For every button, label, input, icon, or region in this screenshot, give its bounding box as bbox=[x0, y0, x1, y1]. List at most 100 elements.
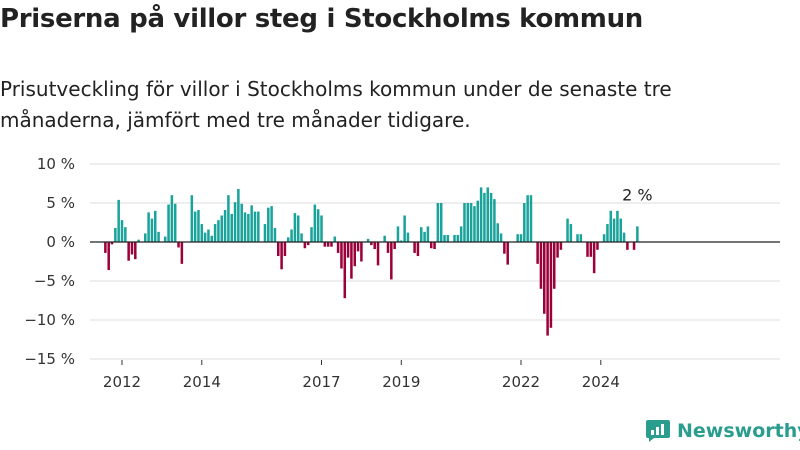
bar bbox=[197, 210, 200, 242]
bar bbox=[433, 242, 436, 250]
bar bbox=[456, 234, 460, 242]
bar bbox=[353, 242, 357, 267]
bar bbox=[616, 210, 619, 242]
bar bbox=[104, 242, 107, 253]
bar bbox=[253, 211, 257, 242]
x-tick-label: 2017 bbox=[302, 373, 340, 391]
bar bbox=[207, 229, 210, 242]
bar bbox=[429, 242, 433, 249]
bar bbox=[203, 232, 207, 242]
bar bbox=[217, 220, 220, 242]
bar bbox=[320, 215, 323, 242]
bar bbox=[310, 227, 313, 242]
bar bbox=[193, 211, 197, 242]
bar bbox=[163, 236, 167, 242]
bar bbox=[237, 188, 240, 242]
bar bbox=[263, 224, 267, 242]
bar bbox=[566, 218, 569, 242]
bar bbox=[343, 242, 347, 299]
bar bbox=[436, 203, 440, 242]
bar bbox=[496, 223, 499, 242]
bar bbox=[586, 242, 589, 257]
bar bbox=[316, 209, 320, 242]
bar bbox=[267, 207, 270, 242]
chart-subtitle: Prisutveckling för villor i Stockholms k… bbox=[0, 77, 672, 132]
bar bbox=[330, 242, 333, 247]
bar bbox=[383, 235, 386, 242]
x-tick-label: 2024 bbox=[582, 373, 620, 391]
bar bbox=[390, 242, 393, 280]
bar bbox=[373, 242, 376, 250]
y-tick-label: 5 % bbox=[46, 194, 75, 212]
bar bbox=[506, 242, 509, 265]
bar bbox=[114, 227, 117, 242]
bar bbox=[543, 242, 546, 314]
bar bbox=[406, 232, 410, 242]
bar bbox=[283, 242, 287, 257]
bar bbox=[556, 242, 559, 258]
x-tick-label: 2012 bbox=[103, 373, 141, 391]
bar bbox=[466, 203, 470, 242]
bar bbox=[370, 242, 373, 246]
bar bbox=[240, 203, 243, 242]
bar bbox=[360, 242, 363, 262]
bar bbox=[632, 242, 636, 250]
y-tick-label: −5 % bbox=[34, 272, 75, 290]
y-tick-label: 10 % bbox=[37, 155, 75, 173]
bar bbox=[130, 242, 134, 255]
x-tick-label: 2022 bbox=[502, 373, 540, 391]
bar bbox=[293, 213, 297, 242]
bar bbox=[303, 242, 307, 249]
bar bbox=[516, 234, 519, 242]
bar bbox=[120, 220, 124, 242]
y-axis-ticks: 10 % 5 % 0 % −5 % −10 % −15 % bbox=[24, 155, 75, 368]
bar bbox=[483, 192, 486, 242]
bar bbox=[529, 195, 533, 242]
bar bbox=[150, 218, 154, 242]
bar bbox=[286, 237, 290, 242]
y-tick-label: −10 % bbox=[24, 311, 75, 329]
bar bbox=[107, 242, 110, 271]
bar bbox=[386, 242, 390, 253]
bar bbox=[486, 187, 490, 242]
y-tick-label: 0 % bbox=[46, 233, 75, 251]
bar bbox=[257, 211, 260, 242]
bar bbox=[423, 231, 426, 242]
bar bbox=[393, 242, 396, 250]
bar bbox=[153, 210, 157, 242]
bar bbox=[346, 242, 350, 258]
bar bbox=[569, 224, 573, 242]
bar bbox=[173, 203, 177, 242]
bar bbox=[473, 206, 476, 242]
y-tick-label: −15 % bbox=[24, 350, 75, 368]
bar bbox=[366, 238, 370, 242]
bar bbox=[180, 242, 184, 264]
bar bbox=[523, 203, 526, 242]
annotations: 2 % bbox=[622, 185, 652, 204]
bar bbox=[250, 205, 253, 242]
bar bbox=[426, 226, 430, 242]
bar bbox=[476, 200, 480, 242]
x-tick-label: 2014 bbox=[183, 373, 221, 391]
bar bbox=[167, 204, 170, 242]
bar bbox=[137, 239, 140, 242]
bar bbox=[606, 224, 609, 242]
bar bbox=[503, 242, 506, 254]
bar-chart-icon bbox=[646, 420, 670, 442]
bar bbox=[589, 242, 593, 257]
newsworthy-logo: Newsworthy bbox=[645, 419, 800, 443]
bar bbox=[536, 242, 539, 264]
bar bbox=[479, 187, 483, 242]
bar bbox=[323, 242, 327, 247]
x-axis-ticks: 2012 2014 2017 2019 2022 2024 bbox=[103, 360, 620, 391]
bar bbox=[223, 210, 227, 242]
bar bbox=[499, 233, 503, 242]
bar bbox=[290, 229, 293, 242]
bar bbox=[273, 227, 277, 242]
bar bbox=[403, 215, 406, 242]
bar bbox=[539, 242, 543, 289]
bar bbox=[243, 212, 247, 242]
last-value-label: 2 % bbox=[622, 185, 652, 204]
bar bbox=[220, 215, 224, 242]
bar bbox=[127, 242, 130, 261]
